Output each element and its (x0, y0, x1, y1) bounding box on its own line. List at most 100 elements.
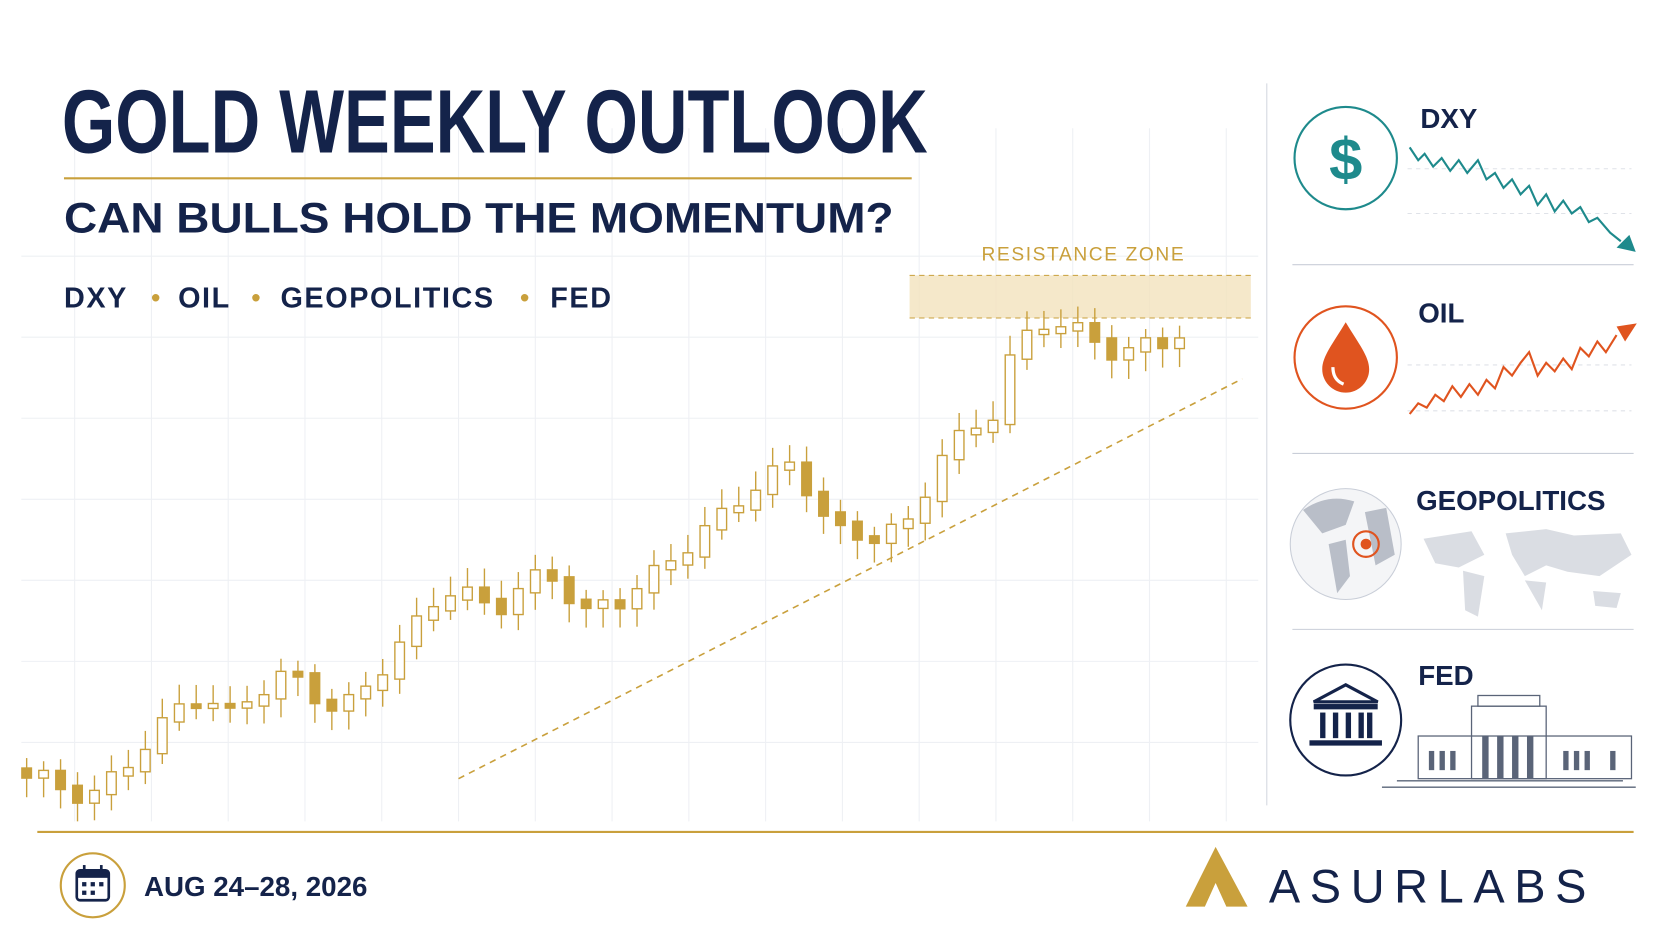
title: GOLD WEEKLY OUTLOOK (62, 72, 928, 172)
bank-roof (1312, 683, 1379, 704)
brand: ASURLABS (1269, 860, 1596, 912)
candle-body (72, 784, 84, 804)
candle-body (733, 505, 745, 514)
background-grid (21, 128, 1259, 822)
candle-body (682, 552, 694, 566)
candle-body (445, 595, 457, 612)
candle-body (326, 698, 338, 712)
candle-body (834, 511, 846, 527)
oil-sparkline (1408, 334, 1618, 415)
calendar-icon (75, 865, 111, 902)
icon-circle (1289, 663, 1403, 777)
candle-body (902, 518, 914, 530)
candle-body (1106, 337, 1118, 361)
bank-frieze (1313, 704, 1378, 710)
candle-body (258, 693, 270, 707)
candle-body (1038, 328, 1050, 336)
candle-body (1004, 354, 1016, 426)
logo-cut (1204, 883, 1227, 907)
candle-body (563, 576, 575, 605)
fed-windows (1428, 736, 1616, 779)
candle-body (987, 419, 999, 434)
topic-dot (151, 294, 160, 302)
candle-body (851, 520, 863, 541)
candle-body (105, 771, 117, 796)
candle-body (139, 748, 151, 773)
driver-label: DXY (1420, 103, 1478, 134)
candle-body (1140, 337, 1152, 353)
subtitle: CAN BULLS HOLD THE MOMENTUM? (64, 195, 894, 243)
candle-body (597, 599, 609, 610)
fed-panel: FED (1289, 660, 1636, 788)
bank-columns (1320, 712, 1373, 739)
annotation: RESISTANCE ZONE (981, 244, 1185, 265)
candle-body (868, 535, 880, 545)
fed-building (1381, 694, 1636, 788)
candle-body (716, 507, 728, 531)
candlestick-decoration (21, 306, 1186, 822)
candle-body (699, 524, 711, 558)
candle-body (309, 672, 321, 705)
candle-body (818, 490, 830, 517)
candle-body (750, 489, 762, 511)
trend-line (458, 378, 1243, 780)
candle-body (411, 615, 423, 648)
dollar-icon: $ (1329, 125, 1362, 192)
candle-body (224, 702, 236, 709)
candle-body (1021, 329, 1033, 360)
dxy-panel: $ DXY (1293, 103, 1636, 252)
candle-body (495, 597, 507, 616)
candle-body (292, 670, 304, 678)
dxy-sparkline (1408, 146, 1622, 243)
candle-body (801, 461, 813, 497)
candle-body (1089, 321, 1101, 343)
candle-body (1072, 321, 1084, 332)
driver-label: OIL (1418, 297, 1464, 328)
resistance-zone (909, 275, 1251, 319)
continents (1303, 498, 1395, 594)
candle-body (275, 670, 287, 700)
candle-body (1157, 337, 1169, 350)
topic-dot (252, 294, 260, 302)
candle-body (1174, 337, 1186, 350)
candle-body (936, 454, 948, 503)
candle-body (614, 599, 626, 610)
candle-body (38, 769, 50, 779)
candle-body (631, 587, 643, 610)
candle-body (1123, 347, 1135, 361)
icon-circle (1293, 305, 1398, 410)
candle-body (241, 701, 253, 709)
candle-body (190, 703, 202, 710)
topic: GEOPOLITICS (280, 282, 494, 314)
hotspot (1360, 538, 1372, 550)
candle-body (377, 674, 389, 692)
candle-body (529, 569, 541, 594)
candle-body (394, 641, 406, 680)
candle-body (156, 717, 168, 755)
candle-body (21, 767, 33, 779)
candle-body (173, 703, 185, 723)
candle-body (784, 461, 796, 471)
topic: OIL (178, 282, 231, 314)
candle-body (478, 586, 490, 604)
candle-body (767, 465, 779, 496)
driver-label: GEOPOLITICS (1416, 485, 1605, 516)
candle-body (580, 598, 592, 610)
bank-base (1309, 740, 1382, 746)
candle-body (1055, 326, 1067, 335)
candle-body (343, 693, 355, 712)
world-map (1423, 529, 1632, 617)
topic: FED (550, 282, 612, 314)
candle-body (953, 429, 965, 461)
geopolitics-panel: GEOPOLITICS (1289, 485, 1632, 617)
calendar-circle (59, 852, 126, 919)
arrow-head (1616, 234, 1636, 252)
driver-label: FED (1418, 660, 1473, 691)
candle-body (885, 523, 897, 545)
drop-shine (1331, 367, 1345, 386)
candle-body (919, 496, 931, 524)
candle-body (546, 569, 558, 582)
